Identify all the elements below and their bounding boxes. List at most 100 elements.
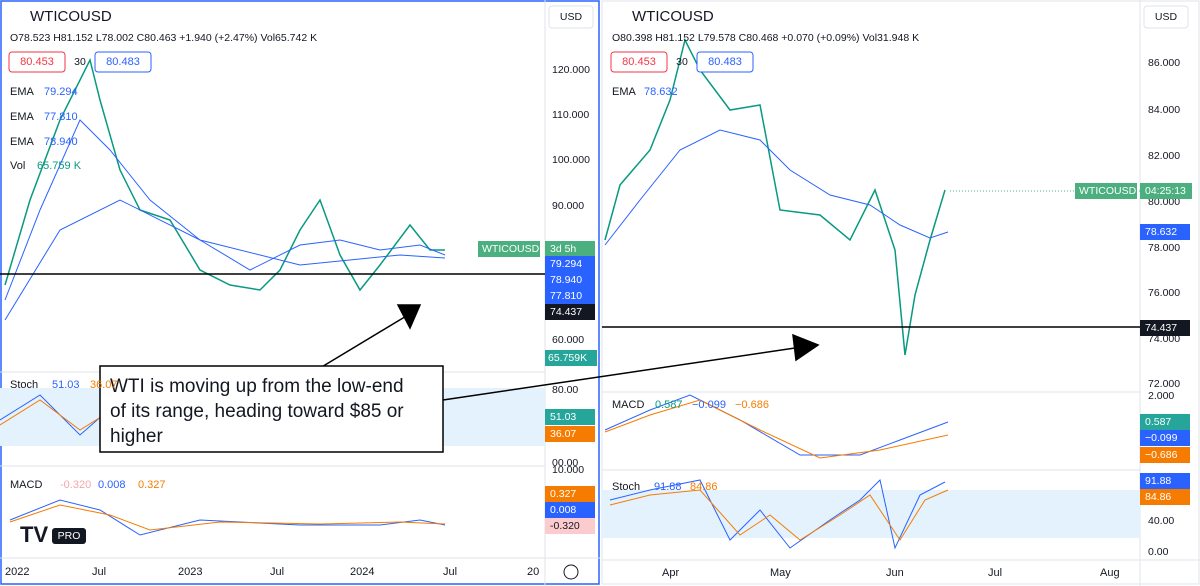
buy[interactable]: 80.483 — [708, 56, 742, 68]
macd-tag — [1140, 447, 1190, 463]
sell-button[interactable] — [610, 51, 668, 73]
macd-tag-label: −0.099 — [1145, 432, 1178, 444]
price-tag-label: 77.810 — [550, 290, 582, 302]
stoch-k: 91.88 — [654, 481, 682, 493]
left-panel — [0, 0, 600, 585]
logo: PRO — [58, 530, 81, 542]
stoch-tag — [545, 426, 595, 442]
x-label: 20 — [527, 566, 539, 578]
buy-button[interactable] — [696, 51, 754, 73]
macd-line: −0.099 — [692, 399, 726, 411]
ema-value: 78.940 — [44, 136, 78, 148]
macd-tag-label: 0.008 — [550, 504, 576, 516]
symbol: WTICOUSD — [30, 8, 112, 25]
stoch-d: 84.86 — [690, 481, 718, 493]
ema-value: 79.294 — [44, 86, 78, 98]
spread: 30 — [676, 56, 688, 68]
axis-label: 00.00 — [552, 457, 578, 469]
price-tag — [1140, 320, 1190, 336]
vol-label: Vol — [10, 160, 25, 172]
x-label: 2024 — [350, 566, 374, 578]
currency-button[interactable] — [1143, 5, 1189, 29]
stoch-label: Stoch — [10, 379, 38, 391]
last-symbol: WTICOUSD — [482, 243, 540, 255]
macd-signal: −0.686 — [735, 399, 769, 411]
sell[interactable]: 80.453 — [20, 56, 54, 68]
x-label: Jul — [270, 566, 284, 578]
sell-button[interactable] — [8, 51, 66, 73]
axis-label: 72.000 — [1148, 378, 1180, 390]
macd-label: MACD — [612, 399, 644, 411]
buy[interactable]: 80.483 — [106, 56, 140, 68]
x-axis: 2022 Jul 2023 Jul 2024 Jul 20 — [5, 566, 539, 578]
ohlc: O80.398 H81.152 L79.578 C80.468 +0.070 (… — [612, 32, 919, 44]
macd-tag — [1140, 414, 1190, 430]
x-label: Apr — [662, 567, 679, 579]
axis-label: 86.000 — [1148, 57, 1180, 69]
x-label: 2022 — [5, 566, 29, 578]
annotation: higher — [110, 426, 163, 447]
buy-button[interactable] — [94, 51, 152, 73]
axis-label: 100.000 — [552, 154, 590, 166]
stoch-tag — [1140, 489, 1190, 505]
stoch-tag — [545, 409, 595, 425]
macd-label: MACD — [10, 479, 42, 491]
price-tag-label: 78.940 — [550, 274, 582, 286]
axis-label: 78.000 — [1148, 242, 1180, 254]
stoch-k: 51.03 — [52, 379, 80, 391]
axis-label: 10.000 — [552, 464, 584, 476]
ema-value: 77.810 — [44, 111, 78, 123]
currency[interactable]: USD — [560, 11, 583, 23]
price-tag-label: 79.294 — [550, 258, 582, 270]
axis-label: 2.000 — [1148, 390, 1174, 402]
last-tag — [1140, 183, 1192, 199]
settings-button[interactable] — [563, 564, 579, 580]
macd-signal: 0.327 — [138, 479, 166, 491]
last-tag — [478, 241, 540, 257]
price-tag-label: 78.632 — [1145, 226, 1177, 238]
axis-label: 84.000 — [1148, 104, 1180, 116]
price-lines — [0, 37, 949, 550]
stoch-tag-label: 51.03 — [550, 411, 576, 423]
axis-label: 80.00 — [552, 384, 578, 396]
ema-label: EMA — [10, 136, 35, 148]
x-label: Jul — [443, 566, 457, 578]
x-label: Jun — [886, 567, 904, 579]
ema-label: EMA — [612, 86, 637, 98]
stoch-tag-label: 36.07 — [550, 428, 576, 440]
axis-label: 76.000 — [1148, 287, 1180, 299]
x-label: Jul — [988, 567, 1002, 579]
stoch-d: 36.07 — [90, 379, 118, 391]
ema-value: 78.632 — [644, 86, 678, 98]
ema-label: EMA — [10, 86, 35, 98]
macd-tag-label: −0.686 — [1145, 449, 1178, 461]
axis-label: 90.000 — [552, 200, 584, 212]
axis-label: 60.000 — [552, 334, 584, 346]
last-tag — [1075, 183, 1137, 199]
price-tag — [545, 350, 597, 366]
countdown: 04:25:13 — [1145, 185, 1186, 197]
stoch-band — [602, 490, 1140, 538]
macd-hist: 0.587 — [655, 399, 683, 411]
x-label: 2023 — [178, 566, 202, 578]
macd-tag-label: 0.327 — [550, 488, 576, 500]
last-symbol: WTICOUSD — [1079, 185, 1137, 197]
axis-label: 82.000 — [1148, 150, 1180, 162]
sell[interactable]: 80.453 — [622, 56, 656, 68]
stoch-tag-label: 84.86 — [1145, 491, 1171, 503]
axis-label: 0.00 — [1148, 546, 1169, 558]
spread: 30 — [74, 56, 86, 68]
logo-mark: TV — [20, 522, 48, 547]
annotation: of its range, heading toward $85 or — [110, 401, 404, 422]
macd-tag — [1140, 430, 1190, 446]
arrows — [319, 304, 820, 401]
x-axis: Apr May Jun Jul Aug — [662, 567, 1120, 579]
ema-label: EMA — [10, 111, 35, 123]
x-label: Jul — [92, 566, 106, 578]
annotation-box — [99, 365, 444, 453]
x-label: Aug — [1100, 567, 1120, 579]
currency-button[interactable] — [548, 5, 594, 29]
currency[interactable]: USD — [1155, 11, 1178, 23]
price-tag — [545, 256, 595, 272]
